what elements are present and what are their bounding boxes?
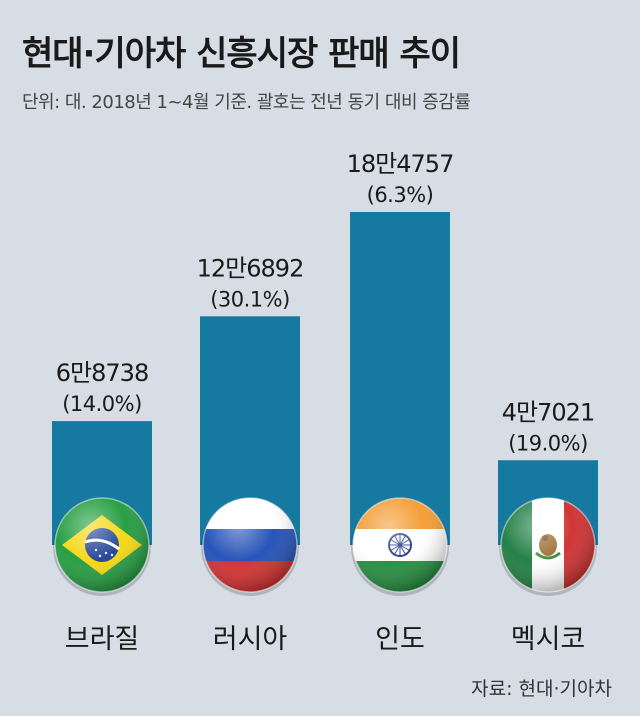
change-label-4: (19.0%) <box>508 431 588 455</box>
category-label-3: 인도 <box>375 624 425 655</box>
value-label-2: 12만6892 <box>197 254 304 282</box>
source-note: 자료: 현대·기아차 <box>471 678 612 700</box>
category-label-2: 러시아 <box>213 624 288 655</box>
chart-subtitle: 단위: 대. 2018년 1~4월 기준. 괄호는 전년 동기 대비 증감률 <box>22 92 471 113</box>
change-label-3: (6.3%) <box>367 183 434 207</box>
change-label-1: (14.0%) <box>62 392 142 416</box>
bar-3 <box>350 212 450 545</box>
brazil-flag-icon <box>53 497 151 596</box>
mexico-flag-icon <box>499 497 597 596</box>
category-label-4: 멕시코 <box>511 624 586 655</box>
change-label-2: (30.1%) <box>210 287 290 311</box>
value-label-4: 4만7021 <box>502 398 594 426</box>
value-label-1: 6만8738 <box>56 359 148 387</box>
category-label-1: 브라질 <box>65 624 140 655</box>
value-label-3: 18만4757 <box>347 150 454 178</box>
chart-title: 현대·기아차 신흥시장 판매 추이 <box>22 34 461 74</box>
india-flag-icon <box>351 497 449 596</box>
